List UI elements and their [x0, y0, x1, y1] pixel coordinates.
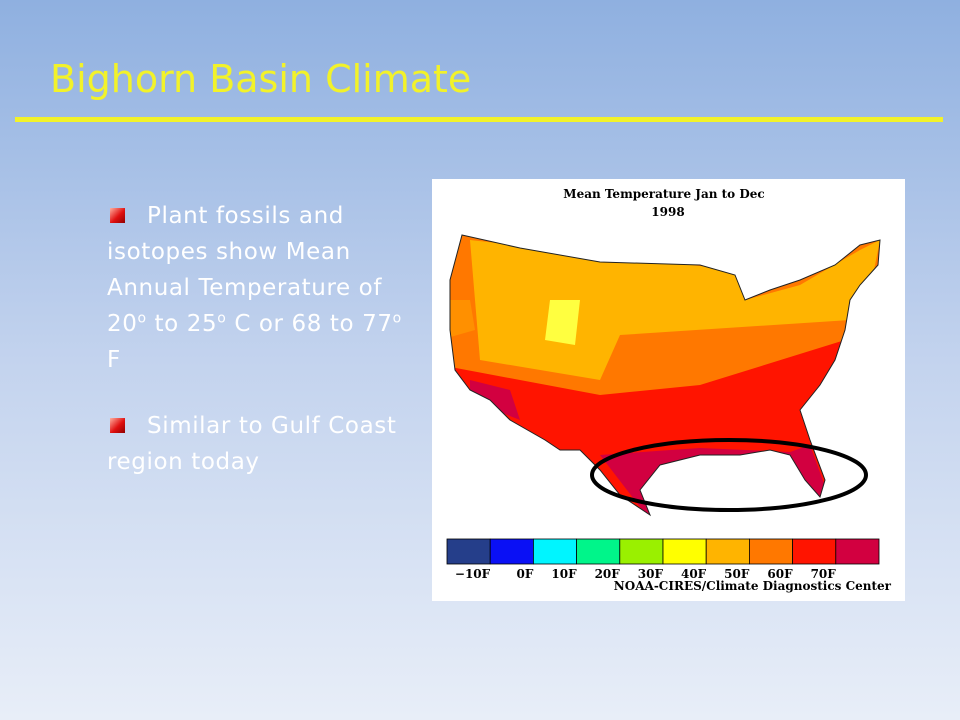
bullet-text: to 25 — [146, 311, 218, 337]
bullet-text: Similar to Gulf Coast region today — [107, 413, 397, 475]
bullet-text: Plant fossils and isotopes show Mean Ann… — [107, 203, 383, 337]
legend-label: 50F — [724, 567, 750, 581]
legend-swatch — [619, 538, 664, 565]
superscript: o — [137, 310, 147, 327]
legend-label: 40F — [681, 567, 707, 581]
bullet-icon — [110, 208, 125, 223]
legend-label: 30F — [638, 567, 664, 581]
legend-label: 60F — [767, 567, 793, 581]
superscript: o — [392, 310, 402, 327]
legend-swatch — [705, 538, 750, 565]
bullet-text: C or 68 to 77 — [226, 311, 393, 337]
legend-label: 0F — [517, 567, 534, 581]
legend-swatch — [835, 538, 880, 565]
gulf-highlight — [590, 438, 868, 512]
legend-label: 10F — [551, 567, 577, 581]
legend: −10F 0F 10F 20F 30F 40F 50F 60F 70F — [446, 538, 880, 581]
bullet: Plant fossils and isotopes show Mean Ann… — [107, 198, 407, 378]
slide-title: Bighorn Basin Climate — [50, 57, 471, 101]
legend-swatch — [533, 538, 578, 565]
title-rule — [15, 117, 943, 122]
legend-swatch — [662, 538, 707, 565]
bullet-text: F — [107, 347, 121, 373]
legend-swatch — [446, 538, 491, 565]
legend-label: 20F — [595, 567, 621, 581]
bullet-list: Plant fossils and isotopes show Mean Ann… — [107, 198, 407, 510]
legend-swatch — [576, 538, 621, 565]
legend-label: 70F — [811, 567, 837, 581]
bullet-icon — [110, 418, 125, 433]
legend-swatch — [792, 538, 837, 565]
map-credit: NOAA-CIRES/Climate Diagnostics Center — [614, 579, 892, 593]
map-year: 1998 — [651, 205, 684, 219]
legend-swatch — [749, 538, 794, 565]
superscript: o — [217, 310, 227, 327]
bullet: Similar to Gulf Coast region today — [107, 408, 407, 480]
legend-label: −10F — [455, 567, 491, 581]
legend-swatch — [489, 538, 534, 565]
map-title: Mean Temperature Jan to Dec — [563, 187, 764, 201]
